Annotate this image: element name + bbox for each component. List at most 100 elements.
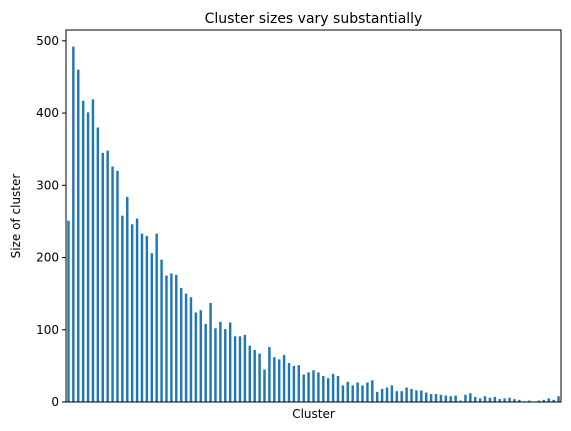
- bar: [194, 312, 198, 402]
- bar: [537, 400, 541, 402]
- bar: [135, 218, 139, 402]
- bar: [312, 370, 315, 402]
- bar: [116, 170, 119, 402]
- bar: [204, 323, 207, 402]
- y-axis: 0 100 200 300 400 500: [36, 34, 66, 409]
- bar: [165, 275, 168, 402]
- bar: [434, 394, 438, 402]
- bar: [474, 396, 477, 402]
- y-tick-label: 200: [36, 251, 59, 265]
- bar: [248, 345, 252, 402]
- bar: [238, 336, 242, 402]
- bar: [341, 385, 345, 402]
- bar: [527, 400, 531, 402]
- bar: [140, 233, 144, 402]
- bar: [287, 362, 291, 402]
- bar: [243, 334, 247, 402]
- bar: [557, 396, 560, 402]
- bar: [72, 46, 75, 403]
- bar: [395, 391, 399, 402]
- bar: [429, 394, 433, 402]
- bar: [513, 399, 516, 402]
- bar: [297, 365, 301, 402]
- y-axis-label: Size of cluster: [9, 174, 23, 259]
- bar: [277, 359, 281, 402]
- bar: [77, 69, 80, 402]
- bar: [214, 328, 217, 402]
- plot-frame: [65, 29, 562, 403]
- bar: [292, 365, 296, 402]
- bar: [258, 353, 261, 402]
- bar: [189, 297, 193, 402]
- bar: [199, 310, 202, 402]
- bar: [415, 390, 418, 402]
- bar: [228, 322, 232, 402]
- bar: [317, 372, 320, 402]
- y-tick-label: 0: [51, 395, 59, 409]
- bar: [518, 399, 521, 402]
- bar: [322, 376, 325, 402]
- bar: [459, 400, 462, 402]
- bar: [449, 396, 452, 402]
- bar: [464, 394, 467, 402]
- y-tick-label: 400: [36, 106, 59, 120]
- bars-group: [67, 46, 560, 403]
- bar: [400, 391, 403, 402]
- bar: [155, 233, 158, 402]
- bar: [385, 387, 389, 402]
- bar: [268, 347, 271, 402]
- y-tick-label: 500: [36, 34, 59, 48]
- bar: [91, 99, 95, 402]
- bar: [282, 355, 286, 402]
- bar: [179, 287, 183, 402]
- bar: [508, 397, 511, 402]
- bar: [331, 373, 335, 402]
- bar: [273, 357, 276, 402]
- bar: [253, 349, 256, 402]
- bar: [307, 372, 310, 402]
- bar: [488, 397, 492, 402]
- bar: [469, 393, 472, 402]
- bar: [547, 398, 550, 402]
- bar: [224, 329, 227, 402]
- bar: [233, 336, 237, 402]
- bar: [454, 395, 457, 402]
- bar: [130, 224, 134, 402]
- bar: [542, 399, 546, 402]
- bar: [111, 166, 114, 402]
- bar: [420, 390, 423, 402]
- bar: [375, 391, 379, 402]
- bar: [209, 303, 212, 402]
- chart-title: Cluster sizes vary substantially: [205, 11, 423, 27]
- bar: [86, 112, 90, 402]
- bar: [145, 235, 149, 402]
- bar: [160, 259, 163, 402]
- bar: [405, 387, 408, 402]
- y-tick-label: 100: [36, 323, 59, 337]
- bar: [366, 382, 369, 402]
- bar: [371, 380, 374, 402]
- bar: [126, 196, 129, 402]
- bar: [425, 392, 428, 402]
- bar: [493, 396, 497, 402]
- bar: [351, 385, 354, 402]
- x-axis-label: Cluster: [292, 407, 335, 421]
- bar: [483, 396, 487, 402]
- bar: [380, 389, 384, 402]
- bar: [81, 100, 85, 402]
- bar: [444, 395, 448, 402]
- bar: [346, 381, 350, 402]
- bar: [219, 321, 222, 402]
- bar: [361, 385, 364, 402]
- bar: [121, 215, 124, 402]
- bar: [67, 220, 70, 402]
- bar: [326, 378, 330, 402]
- bar: [503, 398, 506, 402]
- bar: [96, 127, 100, 402]
- bar: [478, 398, 482, 402]
- bar: [356, 382, 359, 402]
- bar: [439, 394, 443, 402]
- bar: [390, 385, 394, 402]
